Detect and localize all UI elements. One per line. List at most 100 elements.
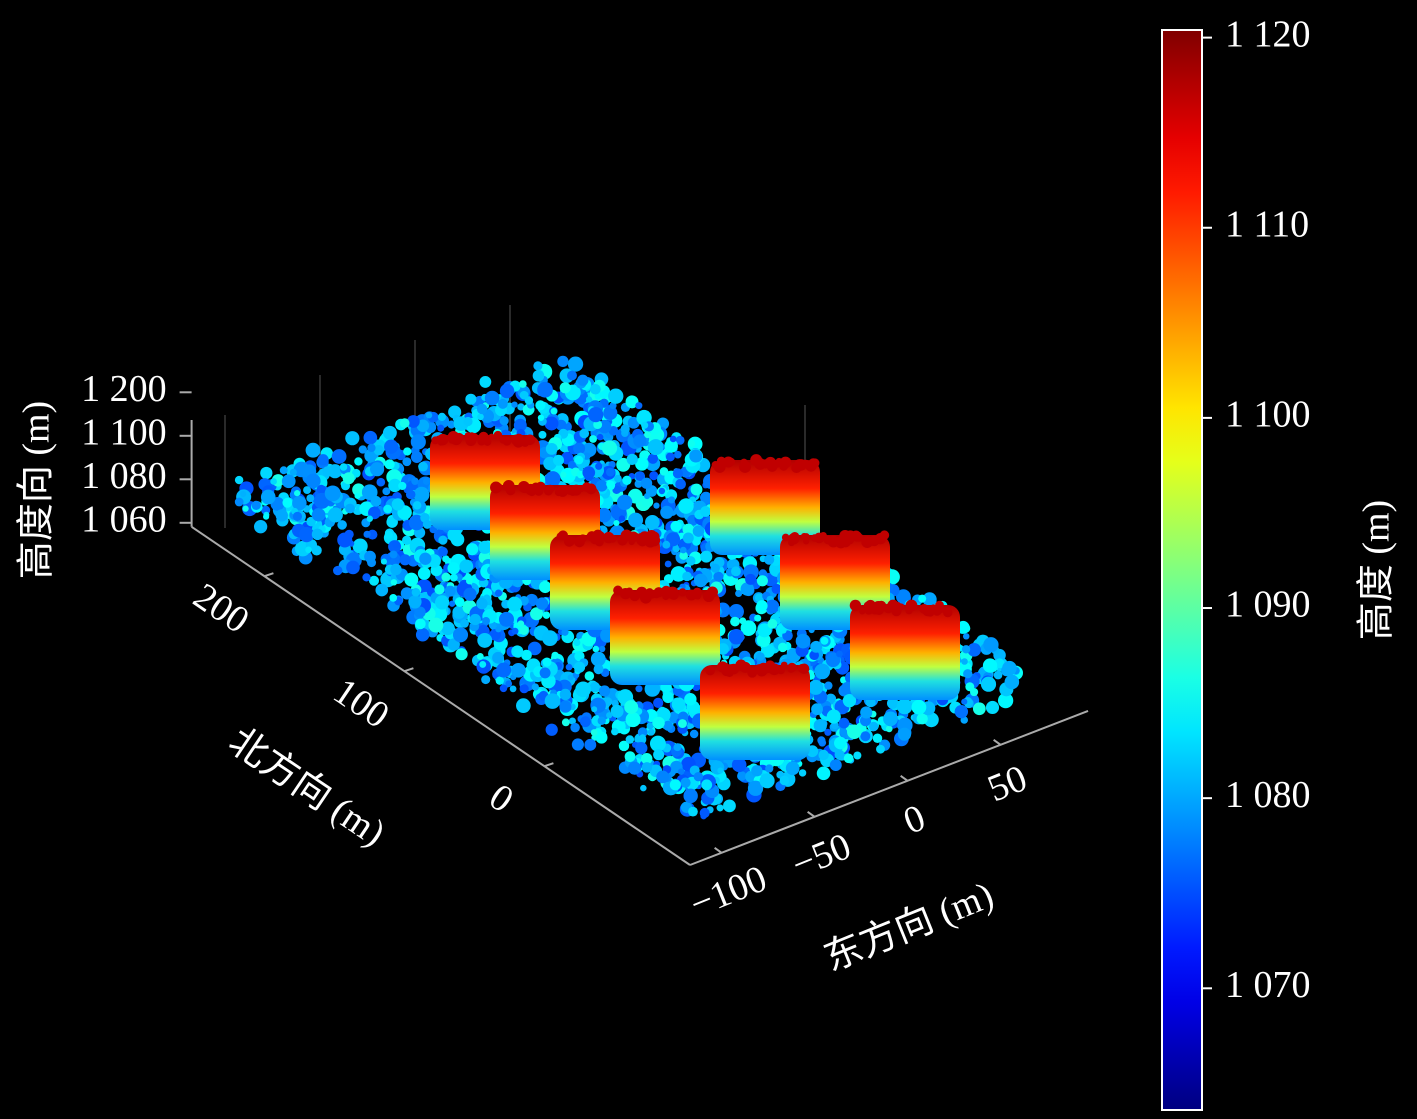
cloud-point: [495, 676, 504, 685]
building: [850, 605, 960, 700]
cloud-point: [814, 663, 831, 680]
cloud-point: [400, 587, 414, 600]
building-point: [780, 661, 788, 669]
cloud-point: [466, 577, 473, 585]
cloud-point: [519, 684, 529, 694]
building-point: [666, 586, 679, 598]
cloud-point: [662, 720, 673, 731]
cloud-point: [641, 762, 653, 773]
building-point: [787, 666, 795, 673]
cloud-point: [649, 471, 659, 481]
building-point: [626, 589, 635, 598]
cloud-point: [363, 530, 371, 538]
building-point: [766, 461, 778, 472]
cloud-point: [411, 587, 421, 597]
cloud-point: [412, 501, 422, 510]
cloud-point: [662, 691, 674, 704]
cloud-point: [618, 515, 626, 522]
cloud-point: [616, 457, 631, 472]
building-point: [849, 599, 862, 612]
cloud-point: [346, 560, 360, 575]
cloud-point: [982, 658, 998, 673]
cloud-point: [390, 579, 398, 586]
cloud-point: [662, 540, 671, 549]
building-point: [449, 436, 457, 443]
cloud-point: [777, 642, 788, 653]
cloud-point: [579, 716, 591, 728]
building-point: [739, 661, 751, 673]
z-tick-label: 1 060: [81, 499, 167, 541]
cloud-point: [511, 662, 526, 678]
cloud-point: [507, 596, 523, 612]
cloud-point: [402, 457, 412, 467]
building-point: [869, 602, 881, 614]
cloud-point: [731, 757, 747, 773]
cloud-point: [829, 759, 842, 772]
cloud-point: [373, 445, 384, 456]
building-point: [739, 462, 749, 472]
cloud-point: [700, 506, 711, 517]
cloud-point: [689, 729, 699, 739]
cloud-point: [544, 416, 559, 431]
cloud-point: [641, 752, 653, 765]
cloud-point: [682, 571, 692, 582]
building-point: [563, 536, 575, 547]
building-point: [777, 459, 785, 467]
cloud-point: [589, 681, 601, 693]
cloud-point: [438, 546, 448, 557]
cloud-point: [860, 731, 871, 742]
building-point: [437, 433, 449, 446]
cloud-point: [574, 455, 584, 465]
cloud-point: [435, 595, 450, 610]
cloud-point: [846, 724, 862, 740]
cloud-point: [449, 573, 458, 582]
cloud-point: [292, 511, 303, 521]
cloud-point: [969, 687, 979, 697]
cloud-point: [311, 545, 322, 556]
cloud-point: [983, 637, 999, 653]
cloud-point: [633, 434, 647, 448]
cloud-point: [544, 693, 561, 709]
cloud-point: [723, 799, 736, 813]
cloud-point: [731, 566, 741, 577]
cloud-point: [653, 502, 660, 509]
cloud-point: [275, 509, 288, 522]
building-point: [571, 486, 579, 494]
cloud-point: [692, 536, 701, 546]
cloud-point: [816, 766, 831, 781]
cloud-point: [406, 415, 420, 428]
cloud-point: [408, 595, 422, 609]
cloud-point: [853, 751, 862, 760]
cloud-point: [545, 471, 561, 487]
cloud-point: [669, 779, 681, 791]
building: [610, 590, 720, 685]
cloud-point: [513, 418, 527, 432]
cloud-point: [413, 486, 430, 503]
cloud-point: [577, 374, 589, 386]
cloud-point: [260, 466, 273, 480]
cloud-point: [688, 439, 696, 448]
cloud-point: [380, 558, 387, 565]
cloud-point: [596, 433, 604, 441]
cloud-point: [496, 662, 512, 678]
cloud-point: [838, 717, 850, 729]
cloud-point: [897, 727, 912, 741]
cloud-point: [692, 525, 705, 537]
cloud-point: [437, 424, 445, 432]
cloud-point: [459, 559, 474, 574]
building-point: [794, 459, 805, 470]
cloud-point: [717, 767, 724, 774]
cloud-point: [441, 621, 455, 636]
cloud-point: [980, 676, 997, 692]
building-point: [499, 436, 507, 444]
cloud-point: [389, 594, 398, 602]
cloud-point: [767, 618, 778, 629]
building-point: [581, 482, 592, 492]
cloud-point: [588, 406, 604, 423]
cloud-point: [811, 703, 823, 716]
cloud-point: [590, 651, 606, 667]
cloud-point: [382, 487, 391, 496]
cloud-point: [521, 649, 532, 661]
cloud-point: [660, 505, 674, 519]
cloud-point: [836, 650, 843, 658]
